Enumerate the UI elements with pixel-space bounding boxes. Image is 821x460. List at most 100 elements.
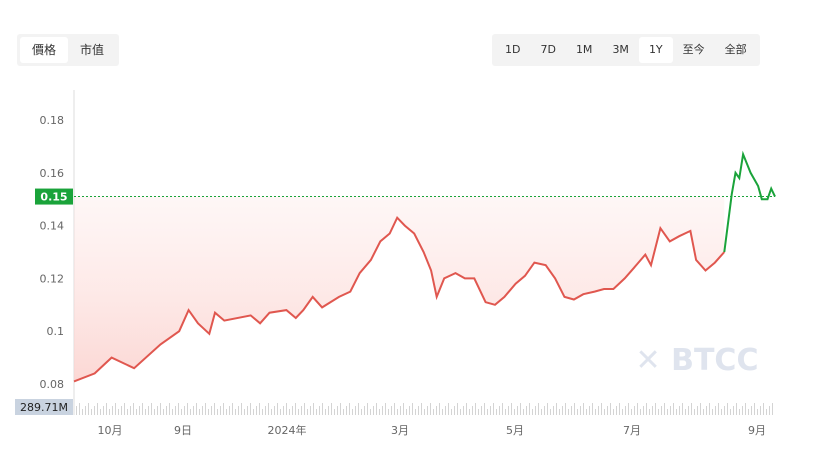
volume-bar [394,403,395,415]
volume-bar [514,409,515,415]
volume-bar [517,406,518,415]
volume-bar [697,406,698,415]
volume-bar [574,403,575,415]
volume-bar [403,403,404,415]
volume-bar [181,409,182,415]
volume-bar [265,406,266,415]
tab-price[interactable]: 價格 [20,37,69,63]
volume-bar [763,403,764,415]
volume-bar [172,409,173,415]
volume-bar [658,409,659,415]
tab-7d[interactable]: 7D [540,43,556,56]
tab-market-cap[interactable]: 市值 [80,43,105,57]
tab-3m[interactable]: 3M [612,43,629,56]
volume-bar [670,406,671,415]
volume-bar [628,403,629,415]
volume-bar [106,403,107,415]
volume-bar [418,406,419,415]
volume-bar [226,409,227,415]
volume-bar [277,403,278,415]
volume-bar [685,409,686,415]
volume-bar [421,403,422,415]
tab-ytd[interactable]: 至今 [682,43,705,56]
volume-bar [688,406,689,415]
y-tick: 0.14 [40,220,65,233]
volume-bar [682,403,683,415]
volume-bar [511,403,512,415]
volume-bar [718,403,719,415]
volume-bar [589,406,590,415]
volume-bar [262,409,263,415]
volume-bar [238,406,239,415]
volume-bar [733,406,734,415]
volume-bar [523,409,524,415]
volume-bar [280,409,281,415]
volume-bar [85,406,86,415]
x-tick: 5月 [506,424,524,437]
volume-bar [76,406,77,415]
volume-bar [625,406,626,415]
tab-1y[interactable]: 1Y [638,37,673,63]
volume-bar [274,406,275,415]
volume-bar [79,403,80,415]
volume-bar [466,403,467,415]
volume-bar [478,409,479,415]
volume-bar [760,406,761,415]
tab-1m[interactable]: 1M [575,43,593,56]
volume-bar [598,406,599,415]
volume-bar [190,409,191,415]
volume-bar [754,403,755,415]
volume-bar [250,403,251,415]
volume-bar [139,406,140,415]
volume-bar [100,409,101,415]
volume-bar [484,403,485,415]
x-tick: 2024年 [268,423,307,437]
volume-bar [244,409,245,415]
volume-bar [103,406,104,415]
volume-bar [379,409,380,415]
volume-bar [502,403,503,415]
volume-bar [694,409,695,415]
volume-bar [529,403,530,415]
volume-bar [196,403,197,415]
volume-bars [76,403,773,415]
volume-bar [544,406,545,415]
volume-bar [712,409,713,415]
volume-bar [256,406,257,415]
volume-bar [664,403,665,415]
volume-bar [481,406,482,415]
volume-bar [259,403,260,415]
volume-bar [676,409,677,415]
volume-bar [397,409,398,415]
volume-bar [442,409,443,415]
volume-bar [211,406,212,415]
volume-bar [568,409,569,415]
volume-bar [148,406,149,415]
volume-bar [436,406,437,415]
volume-bar [151,403,152,415]
y-tick: 0.18 [40,114,65,127]
volume-bar [286,403,287,415]
volume-bar [118,409,119,415]
volume-bar [454,406,455,415]
volume-bar [748,409,749,415]
volume-bar [451,409,452,415]
volume-bar [607,406,608,415]
volume-bar [562,406,563,415]
volume-bar [292,406,293,415]
volume-bar [301,406,302,415]
volume-bar [208,409,209,415]
volume-bar [364,406,365,415]
price-line-up [723,150,776,253]
tab-1d[interactable]: 1D [505,43,521,56]
volume-bar [145,409,146,415]
volume-bar [661,406,662,415]
volume-bar [316,409,317,415]
price-area [74,196,725,395]
volume-bar [382,406,383,415]
volume-bar [298,409,299,415]
volume-bar [487,409,488,415]
volume-bar [268,403,269,415]
tab-all[interactable]: 全部 [724,43,747,56]
